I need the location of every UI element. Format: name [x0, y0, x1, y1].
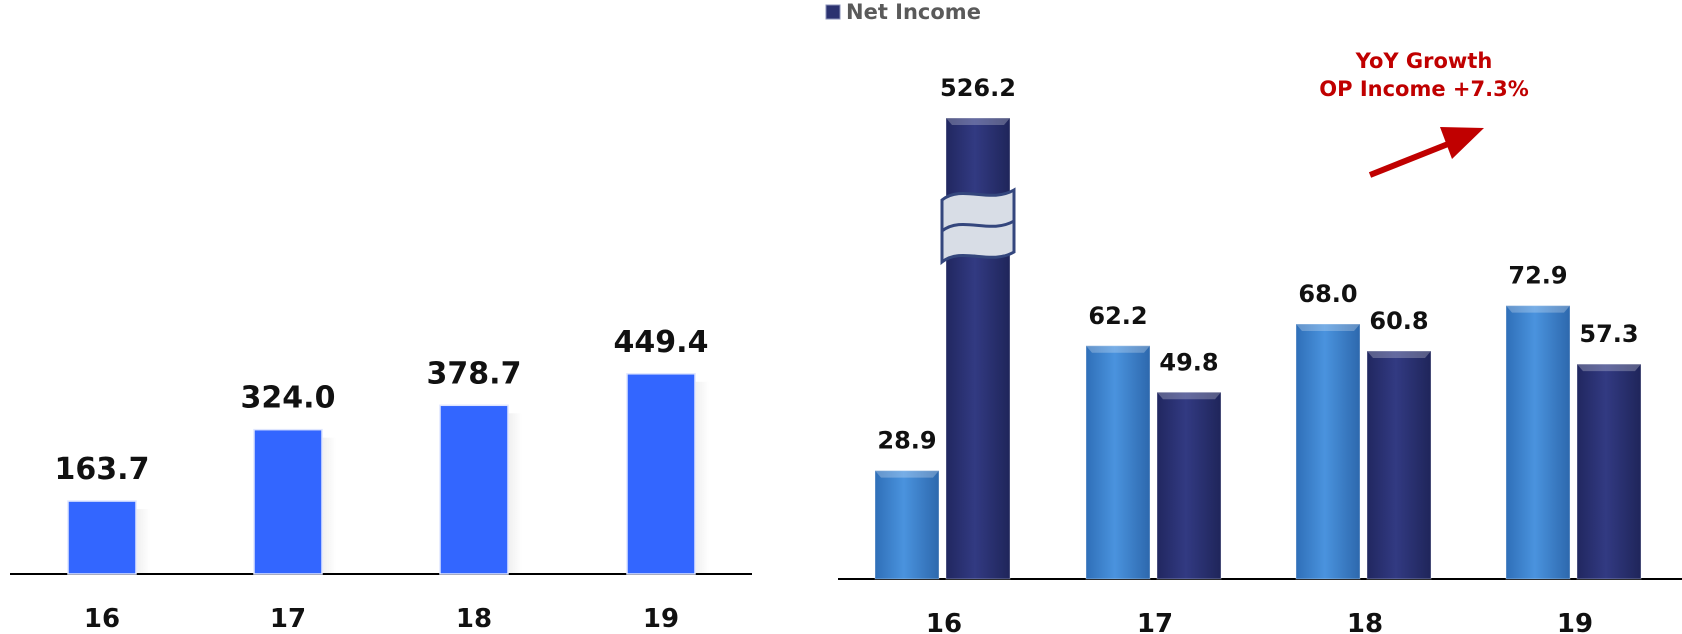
data-label-18: 378.7: [427, 356, 522, 391]
x-tick-label-18: 18: [1347, 609, 1383, 634]
bar-17: [253, 428, 323, 575]
x-tick-label-17: 17: [270, 604, 306, 634]
op-income-bar-19: [1505, 305, 1571, 580]
legend-swatch-net-income: [825, 4, 841, 20]
legend: Net Income: [825, 0, 981, 24]
net-income-label-16: 526.2: [940, 74, 1016, 102]
net-income-label-19: 57.3: [1579, 320, 1638, 348]
growth-arrow-icon: [1368, 127, 1484, 178]
data-label-17: 324.0: [241, 381, 336, 416]
op-income-bar-18: [1295, 323, 1361, 580]
x-tick-label-19: 19: [1557, 609, 1593, 634]
op-income-label-16: 28.9: [877, 427, 936, 455]
net-income-bar-16-top-bevel: [946, 118, 1010, 125]
op-income-bar-17-top-bevel: [1086, 345, 1150, 353]
yoy-annotation: YoY Growth OP Income +7.3%: [1319, 49, 1529, 178]
op-income-bar-19-top-bevel: [1506, 305, 1570, 313]
op-income-bar-16: [874, 470, 940, 580]
bar-19: [626, 373, 696, 575]
net-income-label-17: 49.8: [1159, 348, 1218, 376]
annotation-line-1: YoY Growth: [1355, 49, 1493, 73]
op-income-label-19: 72.9: [1508, 262, 1567, 290]
net-income-bar-16: [945, 117, 1011, 580]
net-income-bar-18: [1366, 350, 1432, 580]
annotation-line-2: OP Income +7.3%: [1319, 77, 1528, 101]
legend-label-net-income: Net Income: [846, 0, 981, 24]
net-income-bar-18-top-bevel: [1367, 351, 1431, 358]
net-income-bar-19-top-bevel: [1577, 364, 1641, 372]
bar-18: [439, 404, 509, 575]
income-chart: Net Income 28.9 526.2 16 62.2 49.8 17 68.0 60.8…: [825, 0, 1682, 634]
x-tick-label-16: 16: [84, 604, 120, 634]
axis-break-icon: [940, 187, 1016, 266]
net-income-bar-17-top-bevel: [1157, 392, 1221, 400]
op-income-bar-18-top-bevel: [1296, 324, 1360, 331]
data-label-16: 163.7: [55, 452, 150, 487]
net-income-label-18: 60.8: [1369, 307, 1428, 335]
op-income-label-17: 62.2: [1088, 302, 1147, 330]
op-income-bar-16-top-bevel: [875, 470, 939, 478]
x-tick-label-16: 16: [926, 609, 962, 634]
net-income-bar-17: [1156, 391, 1222, 580]
revenue-chart: 163.7 16 324.0 17 378.7 18 449.4 19: [10, 325, 752, 634]
op-income-bar-17: [1085, 345, 1151, 580]
net-income-bar-19: [1576, 363, 1642, 580]
op-income-label-18: 68.0: [1298, 280, 1357, 308]
x-tick-label-19: 19: [643, 604, 679, 634]
data-label-19: 449.4: [614, 325, 709, 360]
bar-16: [67, 500, 137, 575]
x-tick-label-18: 18: [456, 604, 492, 634]
x-tick-label-17: 17: [1137, 609, 1173, 634]
